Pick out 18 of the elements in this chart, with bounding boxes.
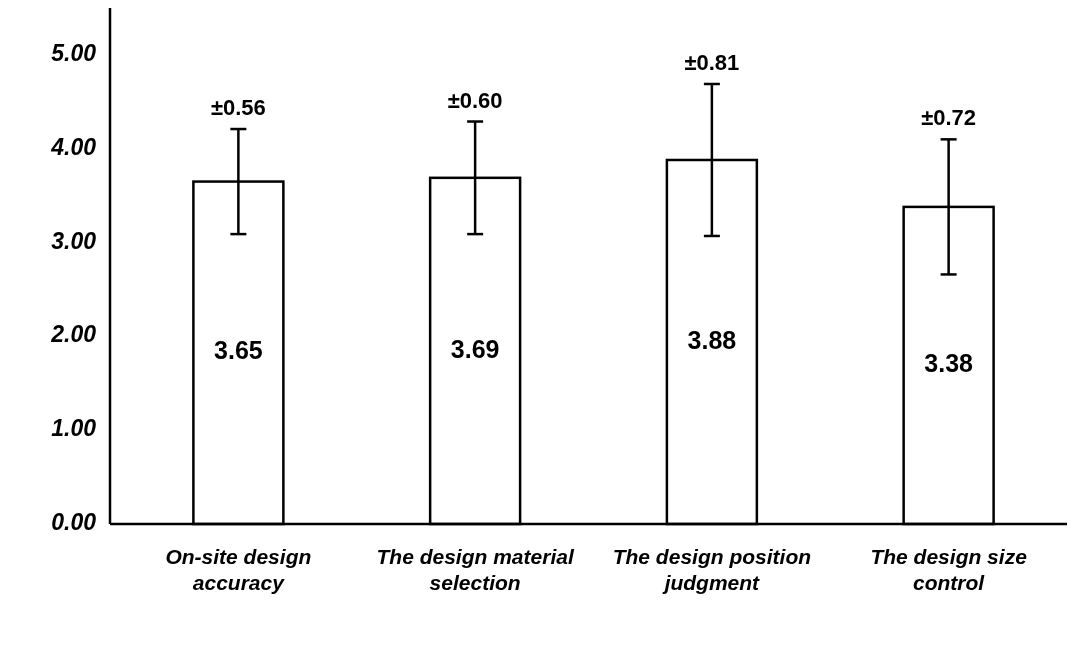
x-tick-label: On-site design accuracy bbox=[165, 545, 312, 594]
data-label: 3.38 bbox=[924, 349, 974, 378]
y-tick-label: 0.00 bbox=[51, 509, 97, 536]
x-tick-label: The design position judgment bbox=[612, 545, 812, 594]
data-label: 3.69 bbox=[450, 334, 500, 363]
data-label: 3.65 bbox=[214, 336, 263, 365]
annotation: ±0.81 bbox=[684, 49, 740, 75]
annotation: ±0.60 bbox=[447, 87, 503, 113]
x-tick-label: The design material selection bbox=[376, 545, 575, 594]
y-tick-label: 4.00 bbox=[50, 133, 97, 160]
y-tick-label: 2.00 bbox=[50, 321, 97, 348]
y-tick-label: 5.00 bbox=[51, 39, 97, 66]
y-tick-label: 1.00 bbox=[51, 415, 97, 442]
annotation: ±0.56 bbox=[210, 95, 266, 121]
data-label: 3.88 bbox=[687, 325, 737, 354]
y-tick-label: 3.00 bbox=[51, 227, 97, 254]
annotation: ±0.72 bbox=[921, 105, 977, 131]
x-tick-label: The design size control bbox=[870, 545, 1028, 594]
